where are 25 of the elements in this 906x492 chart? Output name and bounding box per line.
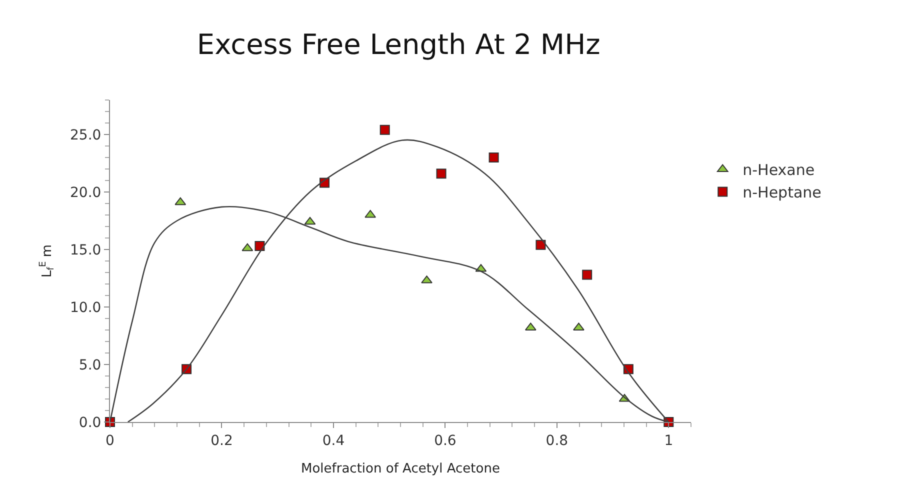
chart-title: Excess Free Length At 2 MHz bbox=[196, 28, 600, 62]
point bbox=[254, 241, 265, 252]
y-tick-label: 0.0 bbox=[78, 414, 102, 431]
y-tick-label: 10.0 bbox=[70, 300, 102, 316]
point bbox=[536, 240, 546, 250]
legend-label: n-Heptane bbox=[742, 184, 822, 202]
x-tick-label: 0.4 bbox=[322, 432, 345, 449]
point bbox=[436, 168, 446, 179]
x-tick-label: 1 bbox=[664, 432, 674, 449]
point bbox=[242, 243, 254, 252]
x-tick-label: 0.6 bbox=[434, 432, 456, 449]
x-tick-label: 0.8 bbox=[546, 432, 568, 449]
y-tick-label: 25.0 bbox=[70, 127, 102, 144]
point bbox=[488, 152, 499, 162]
legend-label: n-Hexane bbox=[742, 161, 815, 180]
point bbox=[582, 270, 592, 280]
y-tick-label: 15.0 bbox=[70, 242, 102, 258]
x-tick-label: 0.2 bbox=[210, 432, 233, 449]
y-tick-label: 5.0 bbox=[78, 357, 102, 374]
point bbox=[174, 197, 186, 206]
point bbox=[380, 124, 390, 135]
x-axis-title: Molefraction of Acetyl Acetone bbox=[301, 461, 500, 476]
y-tick-label: 20.0 bbox=[70, 184, 102, 201]
point bbox=[304, 216, 316, 225]
x-tick-label: 0 bbox=[106, 432, 114, 449]
